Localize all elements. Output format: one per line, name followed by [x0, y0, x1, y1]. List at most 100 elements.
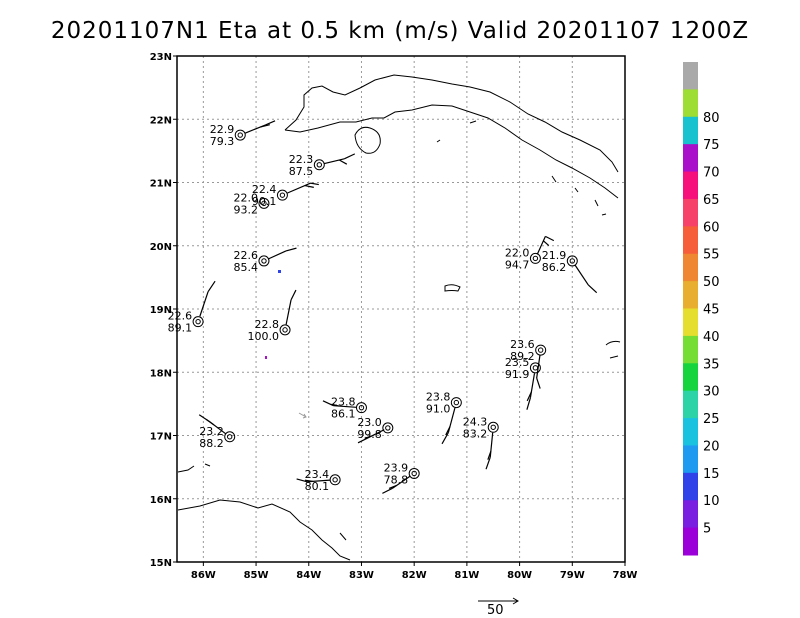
station-ring: [529, 362, 541, 374]
colorbar-label: 65: [703, 193, 720, 208]
station-ring: [487, 421, 499, 433]
station-rh: 89.1: [168, 322, 193, 335]
colorbar-swatch: [683, 527, 698, 556]
station-temp: 23.2: [199, 425, 224, 438]
station-dot: [261, 258, 267, 264]
wind-barb-feather: [543, 240, 550, 247]
scale-label: 50: [487, 603, 504, 618]
station-dot: [282, 327, 288, 333]
station-ring: [355, 402, 367, 414]
x-tick-label: 81W: [454, 570, 479, 581]
station-rh: 100.0: [248, 330, 280, 343]
colorbar-swatch: [683, 281, 698, 309]
plot-title: 20201107N1 Eta at 0.5 km (m/s) Valid 202…: [50, 18, 750, 44]
wind-barb-feather: [205, 418, 215, 426]
wind-barb-feather: [587, 284, 598, 294]
wind-barb-feather: [304, 184, 314, 188]
colorbar-swatch: [683, 116, 698, 145]
station-dot: [237, 132, 243, 138]
station-marker: 22.490.1: [252, 182, 319, 208]
station-temp: 22.8: [255, 318, 280, 331]
wind-barb-feather: [296, 478, 308, 483]
station-temp: 23.9: [384, 461, 409, 474]
station-ring: [529, 252, 541, 264]
station-rh: 91.9: [505, 368, 530, 381]
wind-barb-feather: [339, 159, 348, 165]
station-rh: 85.4: [233, 261, 258, 274]
marker-purple: [265, 356, 267, 359]
colorbar-label: 45: [703, 303, 720, 318]
station-rh: 80.1: [305, 480, 330, 493]
station-marker: 23.978.8: [382, 461, 420, 494]
y-tick-label: 21N: [150, 179, 172, 190]
station-rh: 91.0: [426, 403, 451, 416]
station-temp: 23.8: [331, 396, 356, 409]
colorbar-swatch: [683, 445, 698, 474]
wind-barb-feather: [445, 426, 451, 436]
station-rh: 79.3: [210, 135, 235, 148]
station-ring: [566, 255, 578, 267]
wind-barb-staff: [287, 182, 311, 194]
station-marker: 23.689.2: [510, 338, 547, 389]
wind-barb-feather: [344, 153, 356, 160]
station-temp: 22.9: [210, 123, 235, 136]
colorbar-swatch: [683, 226, 698, 255]
y-tick-label: 16N: [150, 495, 172, 506]
colorbar-label: 55: [703, 248, 720, 263]
x-tick-label: 78W: [613, 570, 638, 581]
station-dot: [261, 200, 267, 207]
colorbar-label: 60: [703, 220, 720, 235]
station-temp: 23.8: [426, 391, 451, 404]
station-temp: 23.0: [357, 416, 382, 429]
station-marker: 22.094.7: [505, 235, 555, 271]
wind-barb-staff: [536, 355, 541, 379]
station-ring: [276, 189, 288, 201]
wind-barb-staff: [199, 291, 209, 317]
wind-barb-feather: [357, 437, 369, 444]
station-ring: [234, 129, 246, 141]
observation-stations: 22.979.322.387.522.490.122.093.222.685.4…: [168, 120, 598, 494]
station-ring: [329, 474, 341, 486]
colorbar-swatch: [683, 171, 698, 200]
station-dot: [453, 399, 460, 406]
wind-barb-staff: [323, 158, 345, 165]
scale-arrow: 50: [478, 597, 519, 618]
station-temp: 22.0: [505, 246, 530, 259]
y-tick-label: 19N: [150, 305, 172, 316]
colorbar-swatch: [683, 335, 698, 364]
station-dot: [532, 255, 539, 262]
station-marker: 23.288.2: [198, 414, 236, 450]
station-ring: [408, 467, 420, 479]
station-dot: [227, 434, 233, 440]
wind-barb-feather: [441, 432, 449, 445]
station-marker: 23.891.0: [426, 391, 462, 445]
station-temp: 23.4: [305, 468, 330, 481]
wind-barb-feather: [485, 457, 491, 470]
wind-barb-feather: [526, 391, 532, 402]
station-rh: 83.2: [463, 427, 488, 440]
station-temp: 22.3: [289, 153, 314, 166]
wind-barb-feather: [536, 377, 541, 389]
station-ring: [382, 422, 394, 434]
station-marker: 22.685.4: [233, 247, 297, 274]
wind-barb-feather: [364, 435, 373, 439]
station-marker: 22.979.3: [210, 120, 276, 148]
station-ring: [224, 431, 236, 443]
wind-barb-staff: [267, 250, 287, 260]
x-tick-label: 86W: [191, 570, 216, 581]
station-temp: 22.6: [233, 249, 258, 262]
wind-barb-feather: [304, 479, 313, 482]
colorbar-swatch: [683, 472, 698, 501]
y-tick-label: 22N: [150, 115, 172, 126]
y-tick-label: 15N: [150, 558, 172, 569]
station-marker: 24.383.2: [463, 415, 499, 470]
y-tick-label: 18N: [150, 368, 172, 379]
station-rh: 78.8: [384, 473, 409, 486]
station-marker: 23.099.8: [357, 416, 394, 444]
colorbar-label: 70: [703, 166, 720, 181]
y-tick-label: 17N: [150, 432, 172, 443]
wind-barb-feather: [310, 182, 319, 186]
station-rh: 87.5: [289, 165, 314, 178]
colorbar-label: 5: [703, 522, 711, 537]
